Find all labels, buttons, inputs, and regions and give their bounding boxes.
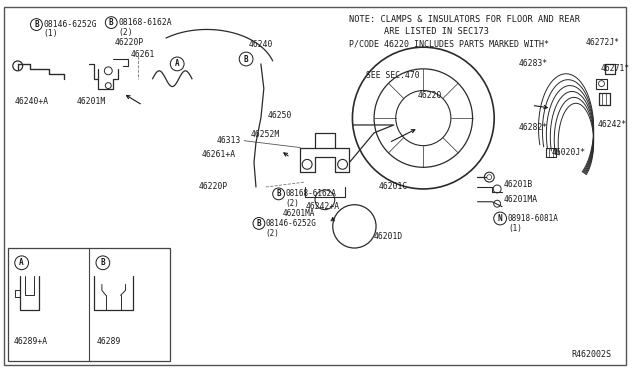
Text: B: B — [34, 20, 39, 29]
Text: 46272J*: 46272J* — [586, 38, 620, 47]
Text: A: A — [175, 60, 179, 68]
Text: 46282*: 46282* — [519, 124, 548, 132]
Text: B: B — [276, 189, 281, 198]
Bar — [8, 248, 170, 361]
Text: (1): (1) — [44, 29, 58, 38]
Text: 46240+A: 46240+A — [15, 97, 49, 106]
Text: 08168-6162A: 08168-6162A — [118, 18, 172, 27]
Text: 46201M: 46201M — [77, 97, 106, 106]
Text: 46201D: 46201D — [374, 232, 403, 241]
Text: 46289+A: 46289+A — [14, 337, 48, 346]
Text: 08168-6162A: 08168-6162A — [285, 189, 337, 198]
Text: N: N — [498, 214, 502, 223]
Text: B: B — [244, 55, 248, 64]
Text: 46201MA: 46201MA — [282, 209, 315, 218]
Text: 46242+A: 46242+A — [305, 202, 339, 211]
Text: 46252M: 46252M — [251, 130, 280, 139]
Text: 08146-6252G: 08146-6252G — [266, 219, 317, 228]
Text: SEE SEC.470: SEE SEC.470 — [366, 71, 420, 80]
Text: B: B — [257, 219, 261, 228]
Text: 46240: 46240 — [249, 40, 273, 49]
Text: 46020J*: 46020J* — [551, 148, 586, 157]
Text: 46220: 46220 — [417, 91, 442, 100]
Text: B: B — [100, 258, 105, 267]
Text: (2): (2) — [285, 199, 300, 208]
Text: 46201B: 46201B — [504, 180, 533, 189]
Text: R462002S: R462002S — [571, 350, 611, 359]
Text: 46250: 46250 — [268, 110, 292, 120]
Text: 46313: 46313 — [216, 136, 241, 145]
Text: (2): (2) — [118, 28, 132, 37]
Text: NOTE: CLAMPS & INSULATORS FOR FLOOR AND REAR: NOTE: CLAMPS & INSULATORS FOR FLOOR AND … — [349, 15, 580, 24]
Text: 46283*: 46283* — [519, 60, 548, 68]
Text: 46220P: 46220P — [114, 38, 143, 47]
Text: 46261: 46261 — [131, 49, 156, 58]
Text: 46261+A: 46261+A — [202, 150, 236, 159]
Text: 46271*: 46271* — [600, 64, 630, 73]
Text: (2): (2) — [266, 229, 280, 238]
Text: ARE LISTED IN SEC173: ARE LISTED IN SEC173 — [384, 27, 489, 36]
Text: 46201C: 46201C — [379, 183, 408, 192]
Text: 46220P: 46220P — [199, 183, 228, 192]
Text: 46201MA: 46201MA — [504, 195, 538, 204]
Text: A: A — [19, 258, 24, 267]
Text: (1): (1) — [508, 224, 522, 233]
Text: 46289: 46289 — [97, 337, 122, 346]
Text: 08146-6252G: 08146-6252G — [44, 20, 97, 29]
Text: P/CODE 46220 INCLUDES PARTS MARKED WITH*: P/CODE 46220 INCLUDES PARTS MARKED WITH* — [349, 40, 550, 49]
Text: B: B — [109, 18, 113, 27]
Text: 08918-6081A: 08918-6081A — [508, 214, 559, 223]
Text: 46242*: 46242* — [598, 121, 627, 129]
